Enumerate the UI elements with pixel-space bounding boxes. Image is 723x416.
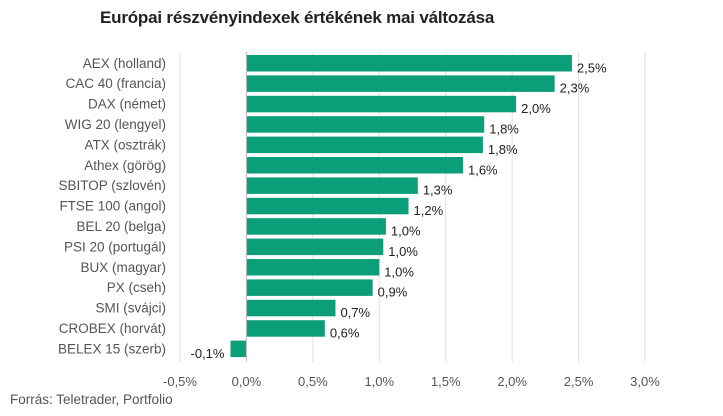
bar	[246, 75, 555, 92]
value-label: -0,1%	[191, 346, 225, 361]
bar	[246, 55, 572, 72]
value-label: 1,8%	[488, 142, 518, 157]
category-label: SBITOP (szlovén)	[58, 178, 166, 193]
value-label: 0,7%	[340, 305, 370, 320]
category-label: BUX (magyar)	[80, 260, 166, 275]
x-tick-label: 0,0%	[232, 374, 262, 389]
category-label: PX (cseh)	[107, 280, 166, 295]
value-label: 2,5%	[577, 60, 607, 75]
bar	[230, 340, 247, 358]
x-tick-label: 2,5%	[564, 374, 594, 389]
bar	[246, 299, 336, 317]
bar	[246, 279, 373, 296]
x-tick-label: 2,0%	[497, 374, 527, 389]
value-label: 0,6%	[330, 325, 360, 340]
x-tick-labels: -0,5% 0,0% 0,5% 1,0% 1,5% 2,0% 2,5% 3,0%	[163, 374, 660, 389]
category-label: PSI 20 (portugál)	[64, 239, 166, 254]
value-label: 2,0%	[521, 101, 551, 116]
x-tick-label: 1,5%	[431, 374, 461, 389]
source-note: Forrás: Teletrader, Portfolio	[10, 392, 173, 407]
value-labels: 2,5%2,3%2,0%1,8%1,8%1,6%1,3%1,2%1,0%1,0%…	[191, 60, 607, 361]
bars	[230, 55, 572, 358]
bar	[246, 320, 325, 337]
value-label: 0,9%	[378, 285, 408, 300]
bar	[246, 157, 463, 174]
bar	[246, 238, 384, 256]
chart-title: Európai részvényindexek értékének mai vá…	[100, 8, 495, 27]
value-label: 1,8%	[489, 121, 519, 136]
category-label: Athex (görög)	[84, 158, 166, 173]
value-label: 1,0%	[384, 264, 414, 279]
bar	[246, 218, 386, 235]
x-tick-label: 0,5%	[298, 374, 328, 389]
category-label: FTSE 100 (angol)	[59, 199, 166, 214]
category-label: BEL 20 (belga)	[76, 219, 166, 234]
category-label: DAX (német)	[88, 97, 166, 112]
bar	[246, 259, 380, 276]
x-tick-label: -0,5%	[163, 374, 197, 389]
value-label: 1,0%	[391, 223, 421, 238]
bar	[246, 197, 409, 215]
value-label: 2,3%	[560, 81, 590, 96]
category-labels: AEX (holland) CAC 40 (francia) DAX (német)…	[58, 56, 166, 357]
bar	[246, 136, 483, 154]
category-label: ATX (osztrák)	[84, 137, 166, 152]
value-label: 1,3%	[423, 183, 453, 198]
x-tick-label: 3,0%	[630, 374, 660, 389]
value-label: 1,2%	[414, 203, 444, 218]
category-label: AEX (holland)	[83, 56, 166, 71]
bar	[246, 95, 517, 113]
x-tick-label: 1,0%	[364, 374, 394, 389]
value-label: 1,0%	[388, 244, 418, 259]
value-label: 1,6%	[468, 162, 498, 177]
category-label: SMI (svájci)	[96, 301, 167, 316]
category-label: WIG 20 (lengyel)	[65, 117, 166, 132]
category-label: CAC 40 (francia)	[65, 76, 166, 91]
category-label: CROBEX (horvát)	[59, 321, 166, 336]
bar	[246, 177, 418, 194]
bar	[246, 116, 485, 133]
category-label: BELEX 15 (szerb)	[58, 341, 166, 356]
